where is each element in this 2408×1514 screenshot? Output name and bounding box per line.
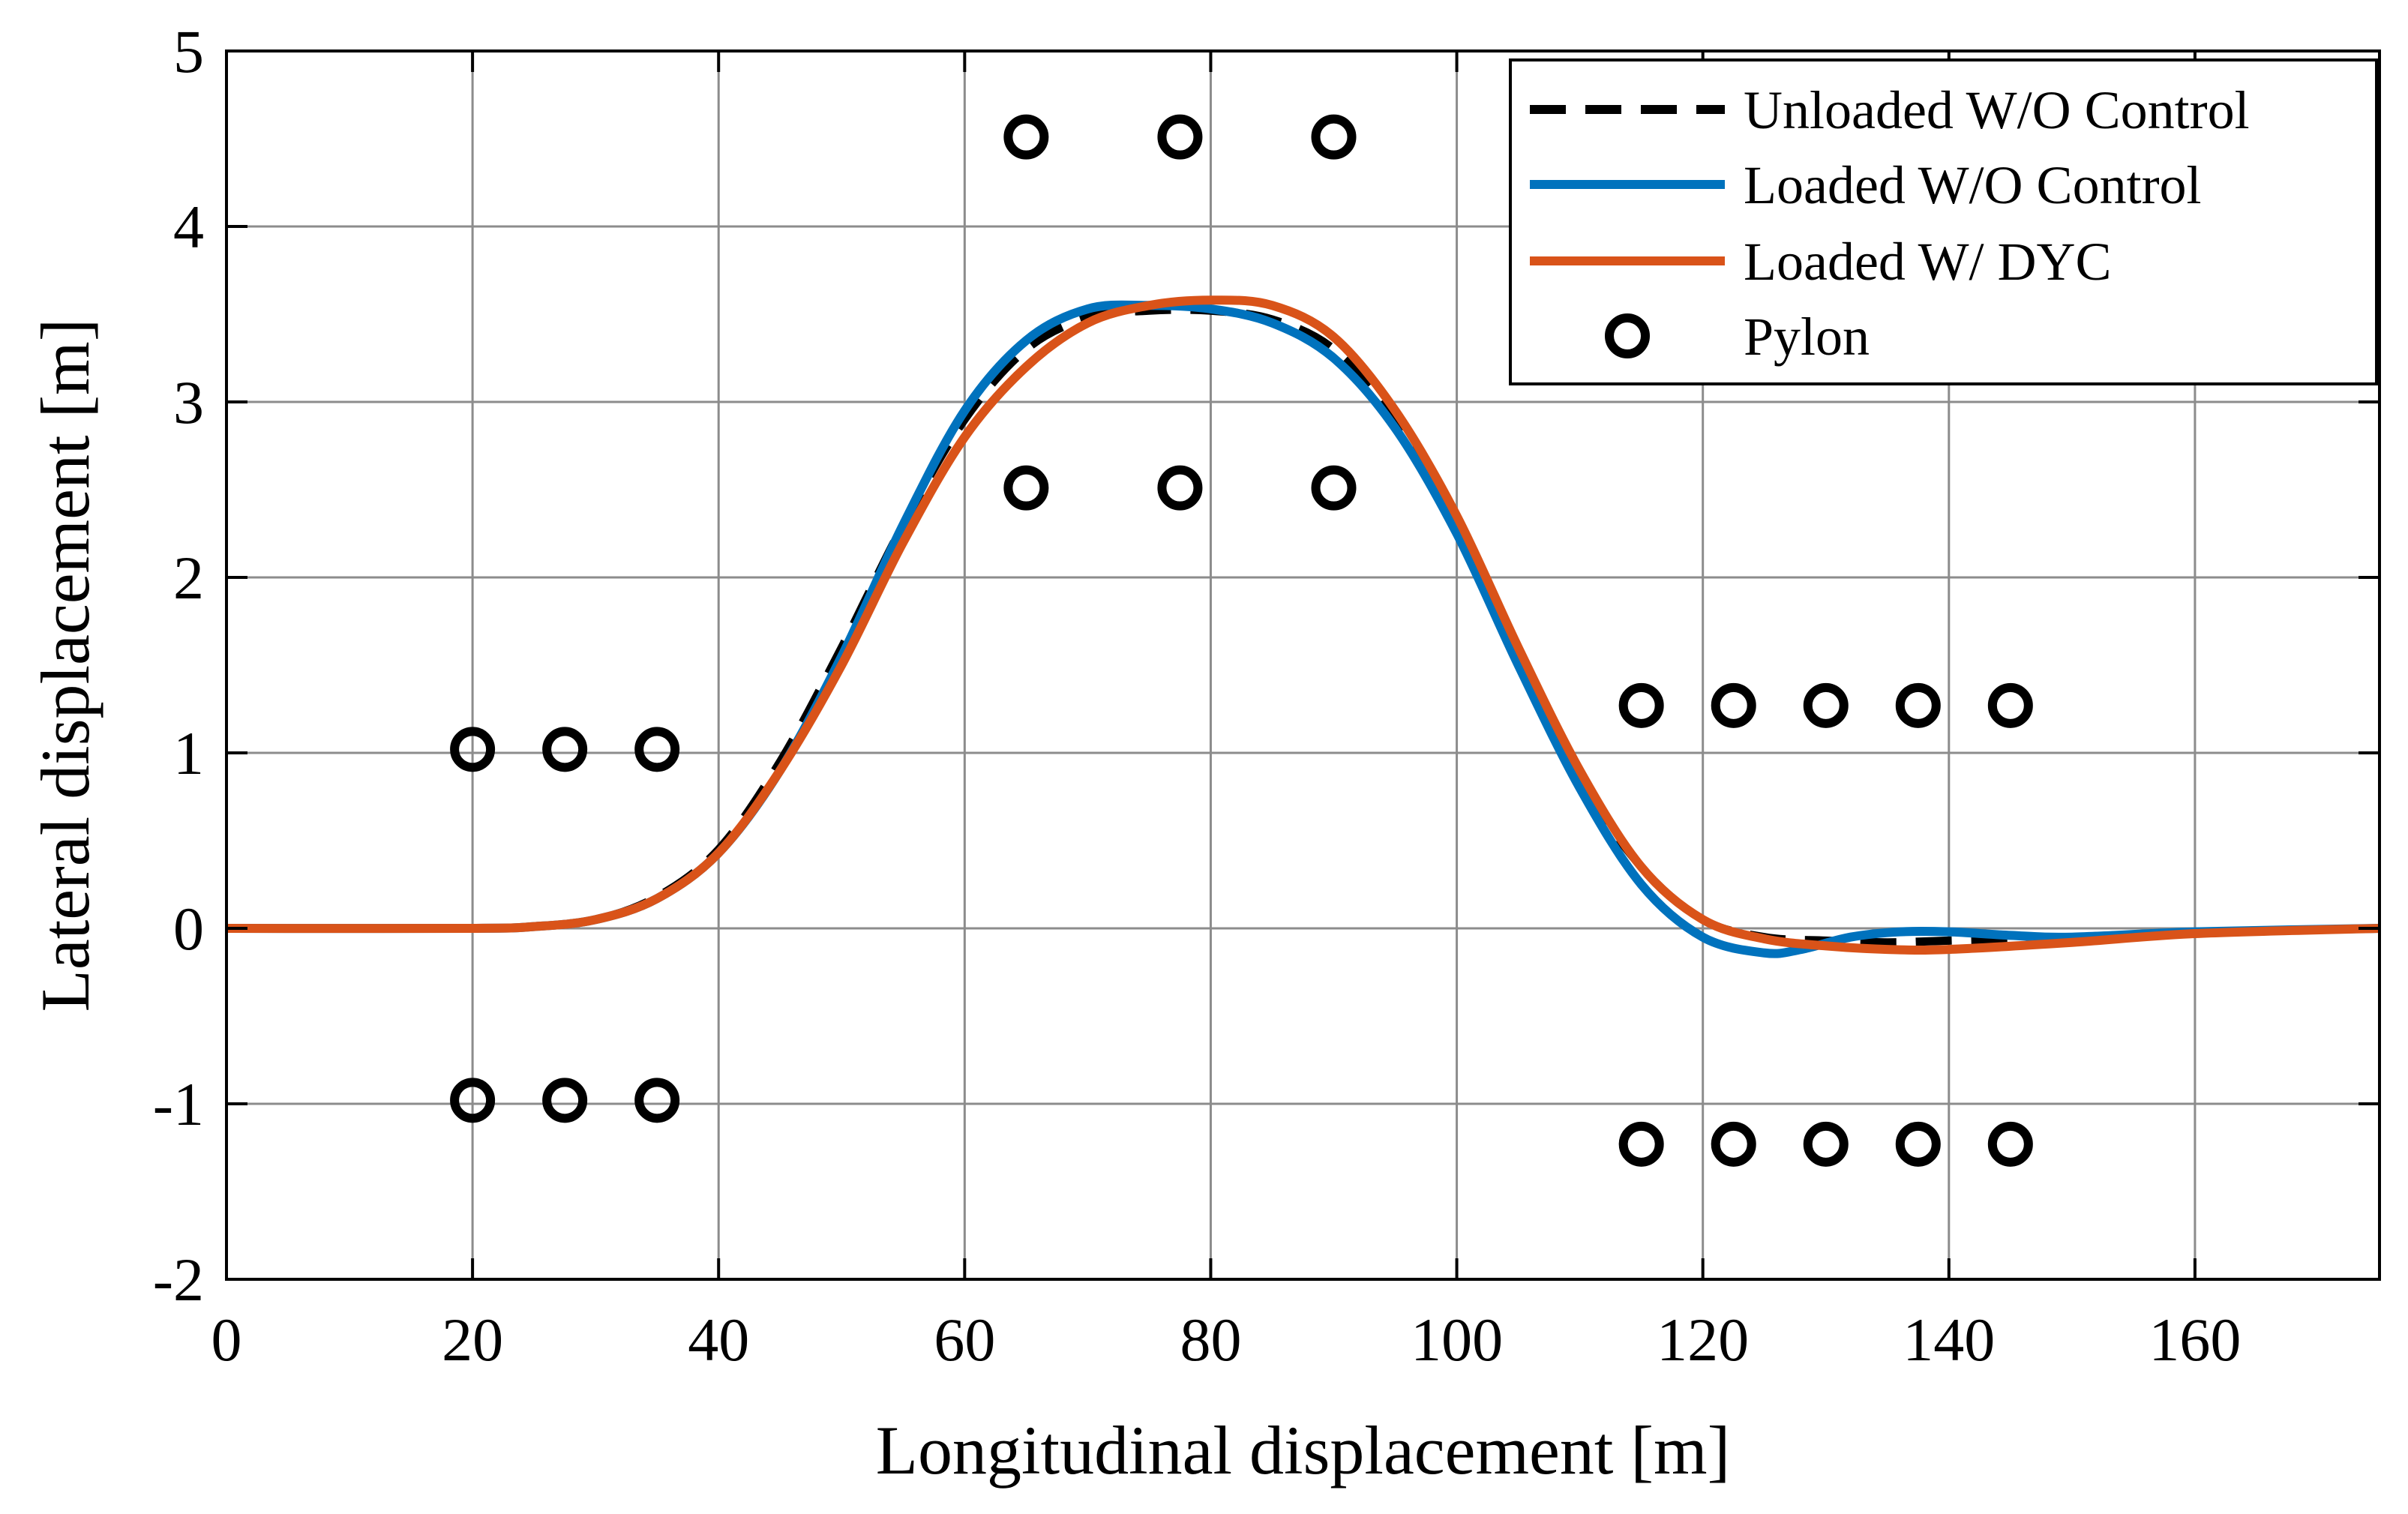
pylon-marker	[1987, 1121, 2033, 1167]
x-tick-label: 120	[1657, 1306, 1749, 1374]
x-tick-label: 80	[1180, 1306, 1241, 1374]
pylon-marker	[542, 727, 588, 772]
pylon-marker	[450, 1078, 496, 1123]
x-tick-label: 140	[1903, 1306, 1995, 1374]
pylon-marker	[1003, 465, 1049, 511]
y-tick-label: -2	[153, 1246, 204, 1314]
y-tick-label: 3	[173, 368, 204, 436]
x-tick-label: 100	[1411, 1306, 1503, 1374]
tick-labels: 0 20 40 60 80 100 120 140 160 -2 -1 0 1 2 3 4 5	[153, 17, 2380, 1374]
pylon-marker	[450, 727, 496, 772]
x-tick-label: 60	[934, 1306, 995, 1374]
legend-swatch-pylon	[1605, 313, 1650, 358]
x-tick-label: 0	[211, 1306, 242, 1374]
x-tick-label: 40	[688, 1306, 749, 1374]
series-line-dyc	[226, 295, 2380, 955]
plot-frame	[225, 49, 2381, 1281]
pylon-marker	[1618, 682, 1664, 728]
series-layer	[226, 295, 2380, 958]
y-tick-label: 5	[173, 17, 204, 85]
y-tick-label: 0	[173, 895, 204, 963]
x-tick-label: 20	[442, 1306, 503, 1374]
pylon-marker	[1157, 114, 1203, 160]
pylon-marker	[1803, 1121, 1849, 1167]
pylon-marker	[1895, 682, 1941, 728]
legend: Unloaded W/O Control Loaded W/O Control …	[1509, 58, 2378, 385]
x-axis-title: Longitudinal displacement [m]	[876, 1412, 1731, 1489]
pylon-marker	[1895, 1121, 1941, 1167]
y-tick-label: 2	[173, 544, 204, 612]
legend-label-dyc: Loaded W/ DYC	[1744, 232, 2112, 292]
y-axis-title: Lateral displacement [m]	[27, 319, 103, 1012]
pylon-marker	[1618, 1121, 1664, 1167]
pylon-marker	[634, 1078, 680, 1123]
pylon-marker	[1803, 682, 1849, 728]
pylon-marker	[1311, 465, 1357, 511]
pylon-marker	[1311, 114, 1357, 160]
pylon-marker	[542, 1078, 588, 1123]
pylon-marker	[1711, 1121, 1756, 1167]
legend-label-loaded: Loaded W/O Control	[1744, 155, 2202, 215]
y-tick-label: 4	[173, 193, 204, 261]
x-tick-label: 160	[2149, 1306, 2241, 1374]
pylon-marker	[1987, 682, 2033, 728]
legend-label-unloaded: Unloaded W/O Control	[1744, 80, 2250, 140]
pylon-marker	[1157, 465, 1203, 511]
y-tick-label: -1	[153, 1070, 204, 1138]
pylon-markers	[450, 114, 2033, 1167]
pylon-marker	[634, 727, 680, 772]
pylon-marker	[1003, 114, 1049, 160]
pylon-marker	[1711, 682, 1756, 728]
y-tick-label: 1	[173, 719, 204, 787]
legend-label-pylon: Pylon	[1744, 307, 1870, 367]
